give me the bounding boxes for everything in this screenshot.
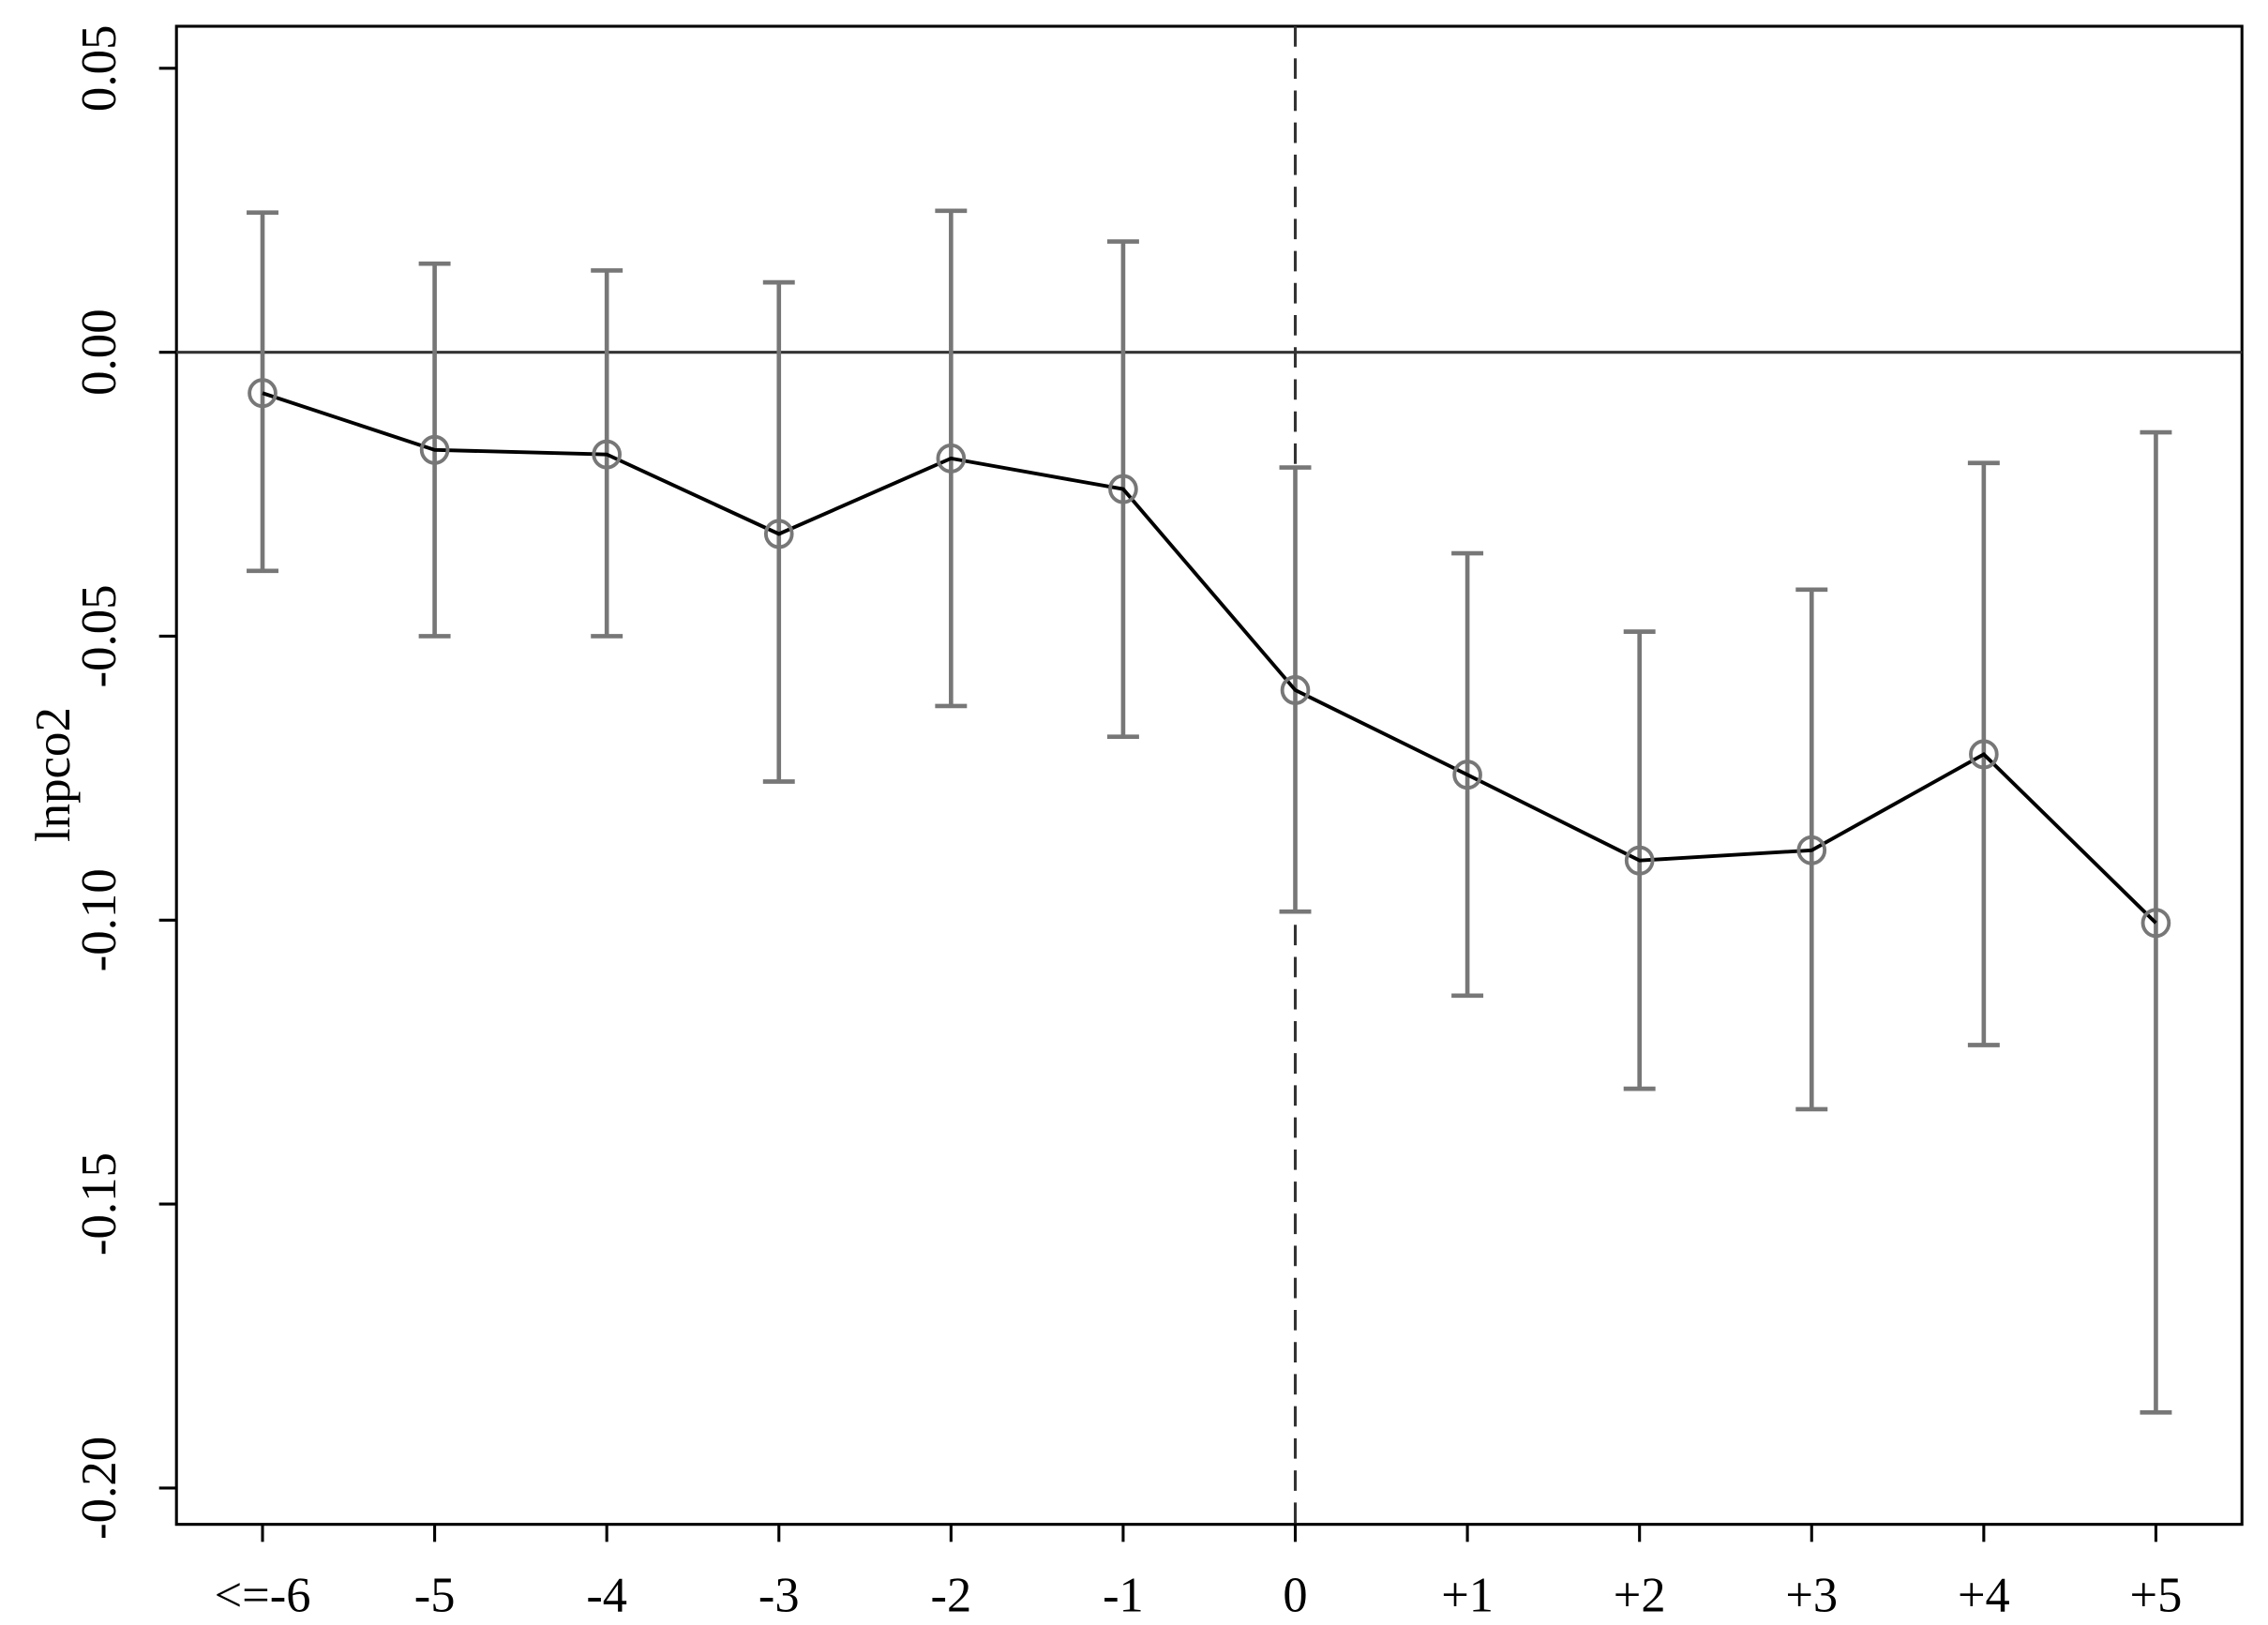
estimate-point <box>248 378 278 409</box>
y-tick-label: -0.10 <box>72 868 127 971</box>
y-tick-label: -0.20 <box>72 1437 127 1540</box>
x-tick-label: +2 <box>1614 1569 1666 1623</box>
x-tick-label: -2 <box>930 1569 971 1623</box>
estimate-point <box>1452 760 1482 790</box>
x-tick-label: -5 <box>414 1569 456 1623</box>
estimate-point <box>1280 675 1311 705</box>
x-tick-label: -1 <box>1103 1569 1144 1623</box>
estimate-point <box>1969 739 1999 770</box>
x-tick-label: +1 <box>1441 1569 1494 1623</box>
x-tick-label: 0 <box>1283 1569 1307 1623</box>
y-axis-label: lnpco2 <box>26 707 81 842</box>
x-tick-label: +3 <box>1785 1569 1838 1623</box>
estimate-point <box>1796 835 1827 865</box>
estimate-point <box>419 434 450 465</box>
x-tick-label: <=-6 <box>215 1569 311 1623</box>
y-tick-label: 0.00 <box>72 308 127 396</box>
estimate-point <box>1108 474 1138 504</box>
estimate-point <box>1624 845 1655 876</box>
x-tick-label: +4 <box>1958 1569 2010 1623</box>
x-tick-label: +5 <box>2130 1569 2183 1623</box>
y-tick-label: -0.15 <box>72 1152 127 1256</box>
x-tick-label: -4 <box>586 1569 627 1623</box>
estimate-point <box>936 443 967 474</box>
estimate-point <box>2140 908 2171 939</box>
estimate-point <box>763 519 794 549</box>
plot-frame <box>174 24 2244 1527</box>
x-tick-label: -3 <box>759 1569 800 1623</box>
y-tick-label: -0.05 <box>72 584 127 687</box>
estimate-line <box>262 391 2157 925</box>
y-tick-label: 0.05 <box>72 25 127 113</box>
estimate-point <box>592 439 622 470</box>
